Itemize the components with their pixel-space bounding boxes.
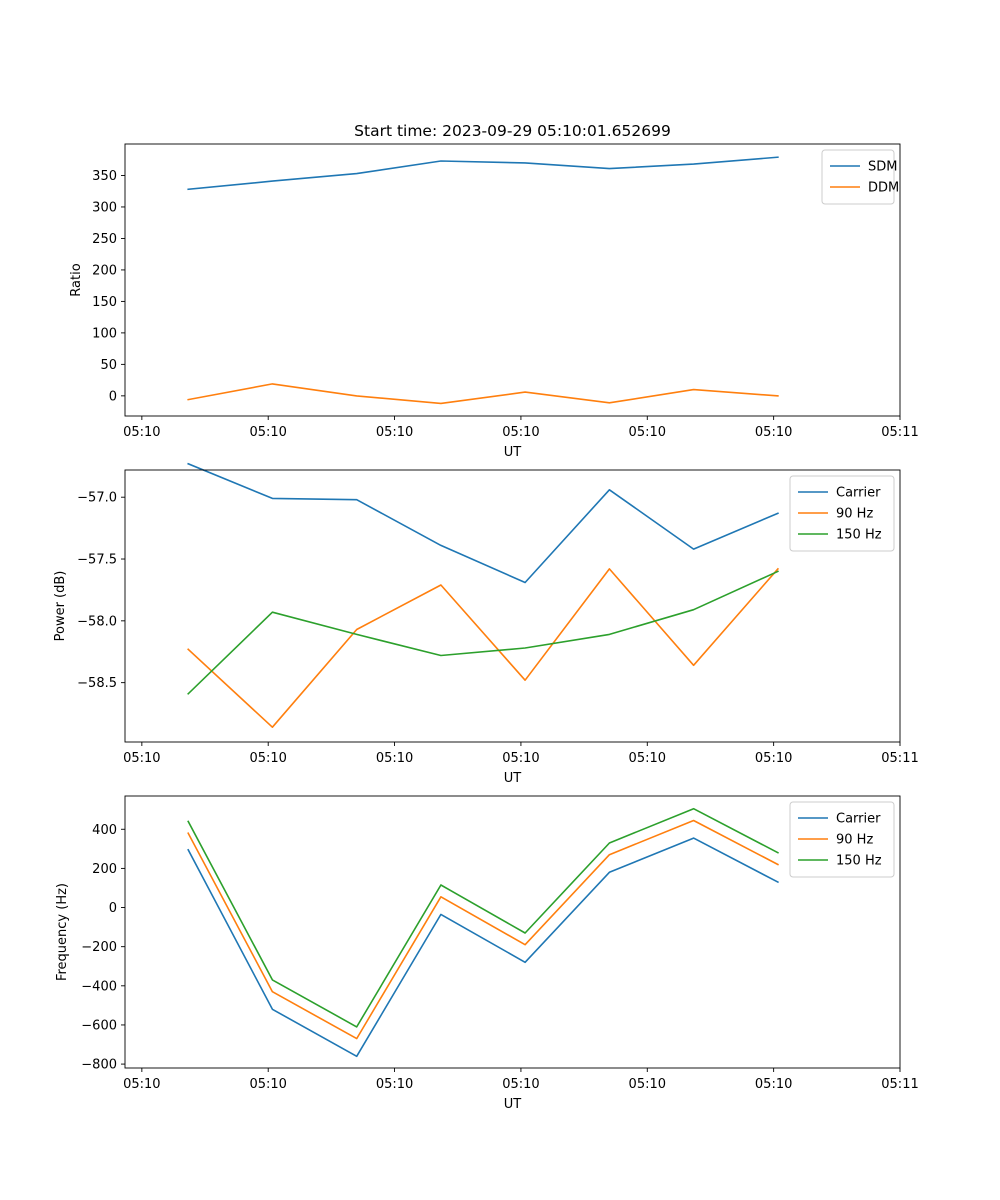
panel1-series-line-0 (187, 156, 779, 191)
panel2-legend-box (789, 475, 895, 552)
panel3-y-tick-label: −400 (81, 979, 117, 994)
panel3-x-tick-label: 05:10 (629, 1077, 666, 1092)
panel2-legend-label-0: Carrier (836, 486, 881, 501)
panel2-series-line-2 (187, 570, 779, 695)
panel3-legend-label-2: 150 Hz (836, 854, 882, 869)
panel1-x-tick-label: 05:10 (249, 425, 286, 440)
panel1-legend: SDM DDM (821, 149, 899, 205)
panel1-y-tick-label: 250 (92, 232, 117, 247)
panel3-legend: Carrier 90 Hz 150 Hz (789, 801, 895, 878)
panel1-y-tick-label: 0 (109, 389, 117, 404)
panel3-x-axis-label: UT (504, 1097, 522, 1112)
panel2-x-tick-label: 05:10 (502, 751, 539, 766)
panel2-y-tick-label: −57.5 (77, 553, 117, 568)
panel1-y-tick-label: 150 (92, 295, 117, 310)
panel2-legend-label-1: 90 Hz (836, 507, 873, 522)
panel3-y-tick-label: −600 (81, 1018, 117, 1033)
panel2-x-tick-label: 05:10 (629, 751, 666, 766)
panel1-y-tick-label: 300 (92, 200, 117, 215)
panel3-x-tick-label: 05:10 (376, 1077, 413, 1092)
panel1-legend-label-0: SDM (868, 160, 897, 175)
panel2-x-tick-label: 05:10 (376, 751, 413, 766)
panel2-x-tick-label: 05:10 (755, 751, 792, 766)
panel1-series-line-1 (187, 383, 779, 405)
panel2-x-tick-label: 05:10 (249, 751, 286, 766)
panel3-x-tick-label: 05:10 (755, 1077, 792, 1092)
panel1-x-tick-label: 05:10 (376, 425, 413, 440)
panel3-y-tick-label: 200 (92, 862, 117, 877)
panel3-y-tick-label: 0 (109, 901, 117, 916)
panel2-y-tick-label: −57.0 (77, 491, 117, 506)
panel2-x-tick-label: 05:10 (123, 751, 160, 766)
panel3-y-tick-label: 400 (92, 823, 117, 838)
panel3-series-line-0 (187, 837, 779, 1058)
panel2-series-line-1 (187, 567, 780, 729)
panel3-y-tick-label: −200 (81, 940, 117, 955)
panel2-y-axis-label: Power (dB) (53, 571, 68, 642)
panel2-y-tick-label: −58.0 (77, 614, 117, 629)
panel1-x-tick-label: 05:10 (629, 425, 666, 440)
panel3-x-tick-label: 05:10 (123, 1077, 160, 1092)
panel3-y-axis-label: Frequency (Hz) (55, 883, 70, 981)
ratio-panel: 05:10 05:10 05:10 05:10 05:10 05:10 05:11 0 50 10… (69, 143, 919, 460)
panel3-legend-box (789, 801, 895, 878)
panel1-legend-box (821, 149, 895, 205)
panel3-axes-frame (124, 795, 901, 1069)
panel1-y-tick-label: 50 (100, 358, 117, 373)
panel3-x-tick-label: 05:10 (502, 1077, 539, 1092)
panel1-y-tick-label: 350 (92, 169, 117, 184)
panel1-x-axis-label: UT (504, 445, 522, 460)
panel1-y-tick-label: 200 (92, 263, 117, 278)
panel2-axes-frame (124, 469, 901, 743)
panel3-x-tick-label: 05:10 (249, 1077, 286, 1092)
frequency-panel: 05:10 05:10 05:10 05:10 05:10 05:10 05:11 −800 −… (55, 795, 919, 1112)
panel2-x-tick-label: 05:11 (881, 751, 918, 766)
panel3-x-tick-label: 05:11 (881, 1077, 918, 1092)
panel2-legend-label-2: 150 Hz (836, 528, 882, 543)
panel2-x-axis-label: UT (504, 771, 522, 786)
panel3-legend-label-1: 90 Hz (836, 833, 873, 848)
panel3-y-tick-label: −800 (81, 1058, 117, 1073)
panel2-legend: Carrier 90 Hz 150 Hz (789, 475, 895, 552)
chart-title: Start time: 2023-09-29 05:10:01.652699 (354, 122, 671, 140)
panel1-axes-frame (124, 143, 901, 417)
panel2-y-tick-label: −58.5 (77, 676, 117, 691)
panel2-series-line-0 (187, 462, 779, 584)
power-panel: 05:10 05:10 05:10 05:10 05:10 05:10 05:11 −58.5… (53, 462, 919, 786)
panel1-y-tick-label: 100 (92, 326, 117, 341)
panel3-series-line-1 (187, 819, 779, 1040)
panel3-legend-label-0: Carrier (836, 812, 881, 827)
panel1-y-axis-label: Ratio (69, 263, 84, 296)
panel1-legend-label-1: DDM (868, 181, 899, 196)
panel1-x-tick-label: 05:11 (881, 425, 918, 440)
panel3-series-line-2 (187, 807, 779, 1028)
panel1-x-tick-label: 05:10 (123, 425, 160, 440)
panel1-x-tick-label: 05:10 (502, 425, 539, 440)
panel1-x-tick-label: 05:10 (755, 425, 792, 440)
